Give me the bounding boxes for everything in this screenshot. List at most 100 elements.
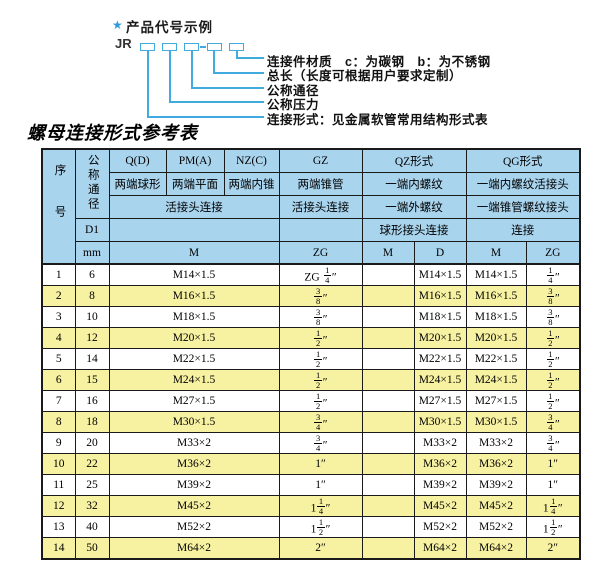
table-cell: 22: [74, 453, 110, 475]
table-cell: 1 2 ″: [278, 348, 363, 370]
header-qz-desc2: 一端外螺纹: [361, 195, 467, 219]
table-cell: 25: [74, 474, 110, 496]
code-box-4: [207, 43, 222, 51]
header-col-pm: PM(A): [165, 148, 225, 173]
table-cell: 1″: [525, 453, 581, 475]
table-cell: 12: [41, 495, 76, 517]
table-cell: 3 4 ″: [525, 411, 581, 433]
header-nz-desc: 两端内锥: [223, 172, 280, 196]
table-cell: [361, 411, 415, 433]
header-qz-d: D: [413, 241, 467, 265]
header-qz-connection: 球形接头连接: [361, 218, 467, 242]
header-qg-desc1: 一端内螺纹活接头: [465, 172, 581, 196]
table-cell: 1″: [525, 474, 581, 496]
table-cell: M20×1.5: [465, 327, 527, 349]
table-cell: 1 2 ″: [278, 390, 363, 412]
header-qg-m: M: [465, 241, 527, 265]
reference-table: 序号 公称通径 Q(D) PM(A) NZ(C) GZ QZ形式 QG形式 两端…: [41, 148, 581, 560]
code-label-material: 连接件材质 c：为碳钢 b：为不锈钢: [267, 55, 491, 69]
table-cell: M16×1.5: [465, 285, 527, 307]
table-cell: M16×1.5: [108, 285, 280, 307]
table-cell: 32: [74, 495, 110, 517]
connector-line: [147, 51, 149, 116]
table-cell: M52×2: [465, 516, 527, 538]
header-col-nz: NZ(C): [223, 148, 280, 173]
code-label-connection: 连接形式：见金属软管常用结构形式表: [267, 113, 489, 127]
table-cell: 1 2 ″: [525, 369, 581, 391]
table-cell: 1 2 ″: [525, 327, 581, 349]
table-cell: 14: [41, 537, 76, 560]
table-cell: M45×2: [413, 495, 467, 517]
table-cell: [361, 369, 415, 391]
header-col-qz: QZ形式: [361, 148, 467, 173]
header-q-desc: 两端球形: [108, 172, 167, 196]
table-cell: 1 1 2 ″: [278, 516, 363, 538]
table-cell: 2″: [278, 537, 363, 560]
code-box-5: [229, 43, 244, 51]
table-cell: 4: [41, 327, 76, 349]
table-cell: 1 2 ″: [525, 348, 581, 370]
table-cell: M22×1.5: [108, 348, 280, 370]
table-cell: M20×1.5: [108, 327, 280, 349]
table-cell: [361, 474, 415, 496]
header-gz-connection: 活接头连接: [278, 195, 363, 219]
table-cell: 3 4 ″: [278, 411, 363, 433]
header-pm-desc: 两端平面: [165, 172, 225, 196]
table-cell: M30×1.5: [413, 411, 467, 433]
header-mm: mm: [74, 241, 110, 265]
header-d1: D1: [74, 218, 110, 242]
header-qz-m: M: [361, 241, 415, 265]
table-cell: 1: [41, 263, 76, 286]
table-row: 9 20 M33×2 3 4 ″ M33×2 M33×2 3 4 ″: [41, 432, 581, 454]
table-cell: [361, 285, 415, 307]
table-cell: 3 8 ″: [525, 285, 581, 307]
table-cell: 10: [41, 453, 76, 475]
header-blank-gz: [278, 218, 363, 242]
header-seq: 序号: [41, 148, 76, 265]
table-cell: 3: [41, 306, 76, 328]
code-prefix: JR: [115, 36, 132, 51]
table-cell: [361, 432, 415, 454]
table-cell: M39×2: [465, 474, 527, 496]
table-cell: [361, 306, 415, 328]
table-cell: [361, 453, 415, 475]
connector-line: [213, 72, 264, 74]
table-cell: 1″: [278, 474, 363, 496]
connector-line: [191, 87, 264, 89]
product-code-diagram: ★ 产品代号示例 JR 连接件材质 c：为碳钢 b：为不锈钢 总长（长度可根据用…: [0, 0, 600, 148]
code-box-3: [184, 43, 199, 51]
table-cell: M18×1.5: [413, 306, 467, 328]
table-cell: M14×1.5: [413, 263, 467, 286]
table-cell: M20×1.5: [413, 327, 467, 349]
table-cell: [361, 327, 415, 349]
table-cell: [361, 263, 415, 286]
table-cell: M27×1.5: [465, 390, 527, 412]
header-qg-desc2: 一端锥管螺纹接头: [465, 195, 581, 219]
header-union-connection: 活接头连接: [108, 195, 280, 219]
table-cell: 6: [74, 263, 110, 286]
table-cell: M64×2: [413, 537, 467, 560]
table-cell: 1″: [278, 453, 363, 475]
table-cell: M64×2: [108, 537, 280, 560]
table-cell: 1 2 ″: [278, 369, 363, 391]
header-col-gz: GZ: [278, 148, 363, 173]
table-cell: [361, 516, 415, 538]
table-title: 螺母连接形式参考表: [27, 123, 198, 144]
table-row: 7 16 M27×1.5 1 2 ″ M27×1.5 M27×1.5 1 2 ″: [41, 390, 581, 412]
table-cell: 13: [41, 516, 76, 538]
diagram-title: 产品代号示例: [126, 20, 213, 35]
header-qg-zg: ZG: [525, 241, 581, 265]
table-row: 4 12 M20×1.5 1 2 ″ M20×1.5 M20×1.5 1 2 ″: [41, 327, 581, 349]
table-cell: 3 4 ″: [525, 432, 581, 454]
table-cell: 10: [74, 306, 110, 328]
code-label-pressure: 公称压力: [267, 98, 320, 112]
table-cell: M33×2: [108, 432, 280, 454]
table-row: 8 18 M30×1.5 3 4 ″ M30×1.5 M30×1.5 3 4 ″: [41, 411, 581, 433]
table-cell: 3 4 ″: [278, 432, 363, 454]
code-label-diameter: 公称通径: [267, 84, 320, 98]
table-cell: 1 4 ″: [525, 263, 581, 286]
table-cell: 40: [74, 516, 110, 538]
table-cell: 2: [41, 285, 76, 307]
table-row: 14 50 M64×2 2″ M64×2 M64×2 2″: [41, 537, 581, 560]
